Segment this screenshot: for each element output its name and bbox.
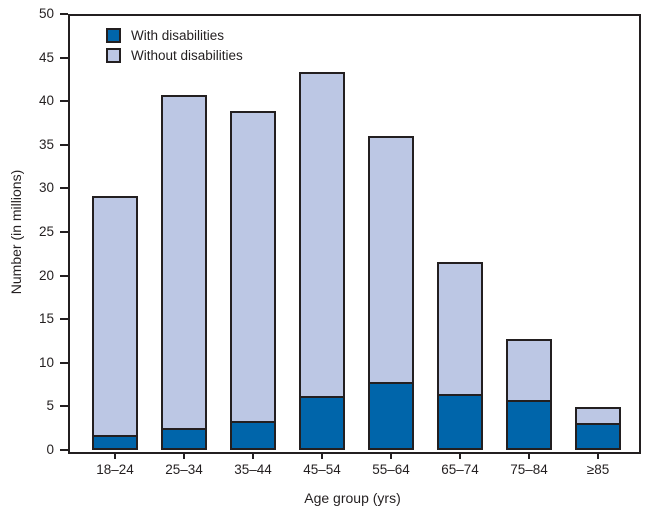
x-tick-1	[183, 452, 185, 459]
y-tick-label-20: 20	[38, 267, 54, 283]
bar-18-24	[92, 196, 138, 450]
x-tick-7	[597, 452, 599, 459]
segment-with-disabilities	[439, 393, 481, 448]
segment-with-disabilities	[232, 420, 274, 448]
segment-with-disabilities	[508, 400, 550, 448]
y-tick-label-5: 5	[46, 398, 54, 414]
bar-55-64	[368, 136, 414, 450]
y-tick-label-15: 15	[38, 311, 54, 327]
legend-label-without-disabilities: Without disabilities	[131, 47, 243, 63]
x-tick-label-2: 35–44	[234, 462, 272, 477]
y-tick-25	[60, 231, 68, 233]
x-tick-label-1: 25–34	[165, 462, 203, 477]
x-tick-label-0: 18–24	[96, 462, 134, 477]
bar-45-54	[299, 72, 345, 450]
bar-25-34	[161, 95, 207, 450]
y-tick-label-50: 50	[38, 6, 54, 21]
segment-with-disabilities	[370, 382, 412, 448]
x-tick-4	[390, 452, 392, 459]
y-tick-40	[60, 100, 68, 103]
legend-item-without-disabilities: Without disabilities	[106, 45, 243, 65]
bar-35-44	[230, 111, 276, 450]
y-tick-10	[60, 361, 68, 364]
y-tick-label-35: 35	[38, 136, 54, 152]
legend: With disabilities Without disabilities	[106, 25, 243, 65]
y-tick-45	[60, 56, 68, 59]
bar-65-74	[437, 262, 483, 450]
segment-with-disabilities	[94, 435, 136, 448]
y-tick-label-25: 25	[38, 224, 54, 239]
x-tick-label-3: 45–54	[303, 462, 341, 477]
segment-without-disabilities	[94, 198, 136, 436]
legend-swatch-with-disabilities	[106, 27, 121, 43]
segment-with-disabilities	[301, 395, 343, 448]
y-tick-label-30: 30	[38, 180, 54, 196]
y-tick-15	[60, 318, 68, 321]
segment-without-disabilities	[439, 264, 481, 394]
plot-area	[68, 14, 641, 454]
bar-75-84	[506, 339, 552, 450]
x-tick-label-7: ≥85	[586, 462, 610, 477]
x-tick-2	[252, 452, 254, 459]
x-tick-label-4: 55–64	[372, 462, 410, 477]
x-tick-label-5: 65–74	[441, 462, 479, 477]
legend-item-with-disabilities: With disabilities	[106, 25, 243, 45]
segment-with-disabilities	[163, 428, 205, 448]
y-tick-5	[60, 405, 68, 408]
legend-swatch-without-disabilities	[106, 47, 121, 63]
segment-without-disabilities	[301, 74, 343, 396]
x-axis-title: Age group (yrs)	[304, 490, 401, 506]
x-tick-0	[114, 452, 116, 459]
segment-with-disabilities	[577, 422, 619, 448]
x-tick-label-6: 75–84	[510, 462, 548, 477]
y-tick-30	[60, 187, 68, 190]
segment-without-disabilities	[163, 97, 205, 429]
segment-without-disabilities	[232, 113, 274, 421]
segment-without-disabilities	[508, 341, 550, 401]
x-tick-6	[528, 452, 530, 459]
segment-without-disabilities	[577, 409, 619, 423]
y-tick-0	[60, 449, 68, 451]
bar--85	[575, 407, 621, 450]
y-tick-50	[60, 13, 68, 15]
legend-label-with-disabilities: With disabilities	[131, 27, 225, 43]
y-tick-label-40: 40	[38, 93, 54, 109]
y-tick-20	[60, 274, 68, 277]
segment-without-disabilities	[370, 138, 412, 383]
y-tick-label-45: 45	[38, 49, 54, 65]
y-tick-35	[60, 143, 68, 146]
x-tick-3	[321, 452, 323, 459]
x-tick-5	[459, 452, 461, 459]
y-tick-label-10: 10	[38, 354, 54, 370]
y-tick-label-0: 0	[46, 442, 54, 457]
